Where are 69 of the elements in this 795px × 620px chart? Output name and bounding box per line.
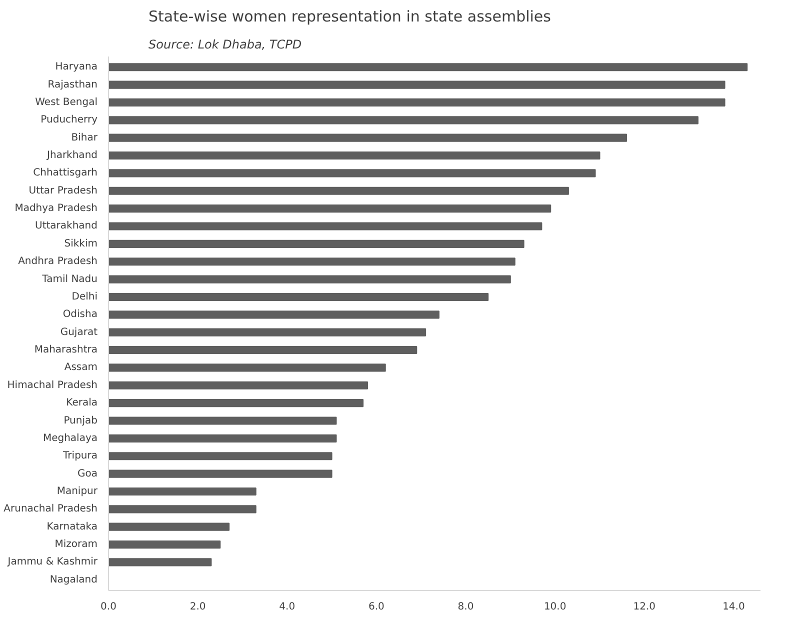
bar <box>108 258 516 266</box>
y-tick-label: Karnataka <box>46 521 98 532</box>
y-tick-label: Sikkim <box>64 238 98 250</box>
y-tick-label: Himachal Pradesh <box>7 380 98 391</box>
bar <box>108 98 726 107</box>
bar <box>108 452 332 460</box>
y-tick-label: Andhra Pradesh <box>18 256 98 268</box>
y-tick-label: Uttarakhand <box>35 220 98 232</box>
y-tick-label: Rajasthan <box>48 79 98 90</box>
x-tick-label: 8.0 <box>458 602 474 612</box>
bar <box>108 186 569 195</box>
y-tick-label: Delhi <box>72 291 98 302</box>
y-tick-label: Punjab <box>64 415 98 426</box>
bar <box>108 364 386 372</box>
bar <box>108 416 337 425</box>
bar <box>108 487 256 496</box>
bar <box>108 434 337 442</box>
x-tick-label: 6.0 <box>368 602 384 612</box>
y-tick-label: Gujarat <box>60 326 98 338</box>
bar <box>108 558 212 566</box>
bar <box>108 346 418 354</box>
bar <box>108 151 600 160</box>
bar <box>108 222 542 230</box>
y-tick-label: Meghalaya <box>42 432 98 444</box>
y-tick-label: Goa <box>78 468 98 480</box>
bar <box>108 63 748 72</box>
bar <box>108 470 332 478</box>
chart-subtitle: Source: Lok Dhaba, TCPD <box>148 38 302 52</box>
bar <box>108 80 726 89</box>
y-tick-label: Mizoram <box>54 539 98 550</box>
bar <box>108 505 256 514</box>
y-tick-label: Chhattisgarh <box>33 168 98 179</box>
bar <box>108 381 368 390</box>
bar <box>108 169 596 178</box>
y-tick-label: Puducherry <box>40 114 98 126</box>
y-tick-label: Madhya Pradesh <box>14 203 98 214</box>
bar <box>108 240 524 248</box>
bar <box>108 399 364 408</box>
y-tick-label: Kerala <box>66 398 98 409</box>
x-tick-label: 12.0 <box>633 602 656 612</box>
x-tick-label: 10.0 <box>544 602 566 612</box>
y-tick-label: Manipur <box>56 486 98 497</box>
x-tick-label: 4.0 <box>279 602 296 612</box>
bar <box>108 292 489 302</box>
bar <box>108 522 230 531</box>
bar <box>108 328 426 336</box>
x-tick-label: 14.0 <box>722 602 745 612</box>
y-tick-label: West Bengal <box>35 96 98 108</box>
x-tick-label: 2.0 <box>190 602 206 612</box>
y-tick-label: Tripura <box>62 450 98 462</box>
chart-title: State-wise women representation in state assemblies <box>148 8 552 26</box>
y-tick-label: Tamil Nadu <box>41 274 98 285</box>
y-tick-label: Odisha <box>62 309 98 320</box>
y-tick-label: Jammu & Kashmir <box>6 556 98 568</box>
bar <box>108 310 440 319</box>
bar <box>108 275 511 284</box>
y-tick-label: Arunachal Pradesh <box>4 504 98 515</box>
y-tick-label: Bihar <box>71 132 98 144</box>
bar <box>108 204 552 213</box>
bar <box>108 116 698 124</box>
y-tick-label: Jharkhand <box>46 150 98 162</box>
y-tick-label: Haryana <box>55 62 98 73</box>
x-tick-label: 0.0 <box>100 602 116 612</box>
bar <box>108 134 628 142</box>
y-tick-label: Maharashtra <box>34 344 98 356</box>
y-tick-label: Uttar Pradesh <box>28 185 98 196</box>
bar <box>108 540 221 549</box>
y-tick-label: Assam <box>64 362 98 374</box>
y-tick-label: Nagaland <box>50 574 98 586</box>
